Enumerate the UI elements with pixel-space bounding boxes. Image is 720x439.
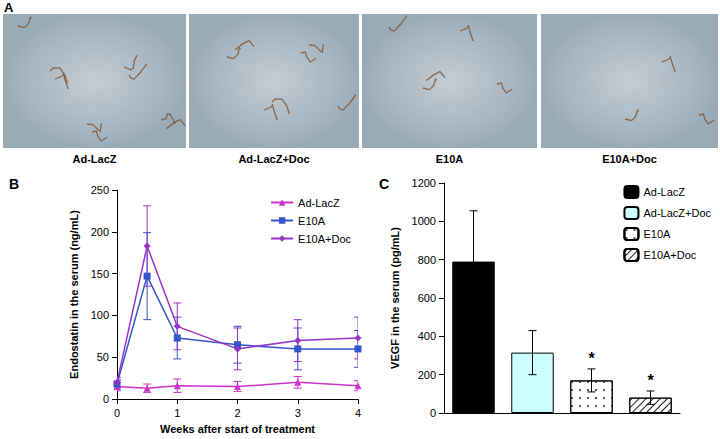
svg-text:3: 3 [295,407,301,419]
svg-text:50: 50 [97,351,109,363]
svg-text:Weeks after start of treatment: Weeks after start of treatment [160,423,315,435]
svg-text:400: 400 [418,330,436,342]
svg-text:A: A [4,0,14,15]
svg-text:B: B [9,176,19,192]
svg-text:Ad-LacZ: Ad-LacZ [643,186,685,198]
svg-text:1: 1 [174,407,180,419]
svg-text:Ad-LacZ+Doc: Ad-LacZ+Doc [643,207,711,219]
svg-text:Ad-LacZ: Ad-LacZ [73,153,117,165]
svg-text:200: 200 [91,226,109,238]
svg-text:800: 800 [418,254,436,266]
svg-text:250: 250 [91,184,109,196]
svg-text:Endostatin in the serum (ng/mL: Endostatin in the serum (ng/mL) [68,210,80,379]
svg-text:600: 600 [418,292,436,304]
svg-text:Ad-LacZ: Ad-LacZ [298,197,340,209]
svg-text:0: 0 [430,407,436,419]
svg-text:E10A+Doc: E10A+Doc [602,153,657,165]
svg-text:C: C [379,176,389,192]
svg-text:0: 0 [103,393,109,405]
svg-text:150: 150 [91,268,109,280]
svg-text:2: 2 [234,407,240,419]
svg-text:*: * [588,350,595,367]
svg-text:100: 100 [91,309,109,321]
svg-text:E10A: E10A [643,228,671,240]
svg-text:E10A+Doc: E10A+Doc [298,233,351,245]
svg-text:200: 200 [418,369,436,381]
svg-text:Ad-LacZ+Doc: Ad-LacZ+Doc [238,153,309,165]
svg-text:*: * [647,372,654,389]
svg-text:E10A: E10A [436,153,464,165]
svg-text:VEGF in the serum (pg/mL): VEGF in the serum (pg/mL) [389,227,401,369]
svg-text:0: 0 [114,407,120,419]
svg-text:E10A: E10A [298,215,326,227]
svg-text:4: 4 [355,407,361,419]
svg-text:E10A+Doc: E10A+Doc [643,249,696,261]
svg-text:1200: 1200 [412,177,436,189]
svg-text:1000: 1000 [412,215,436,227]
